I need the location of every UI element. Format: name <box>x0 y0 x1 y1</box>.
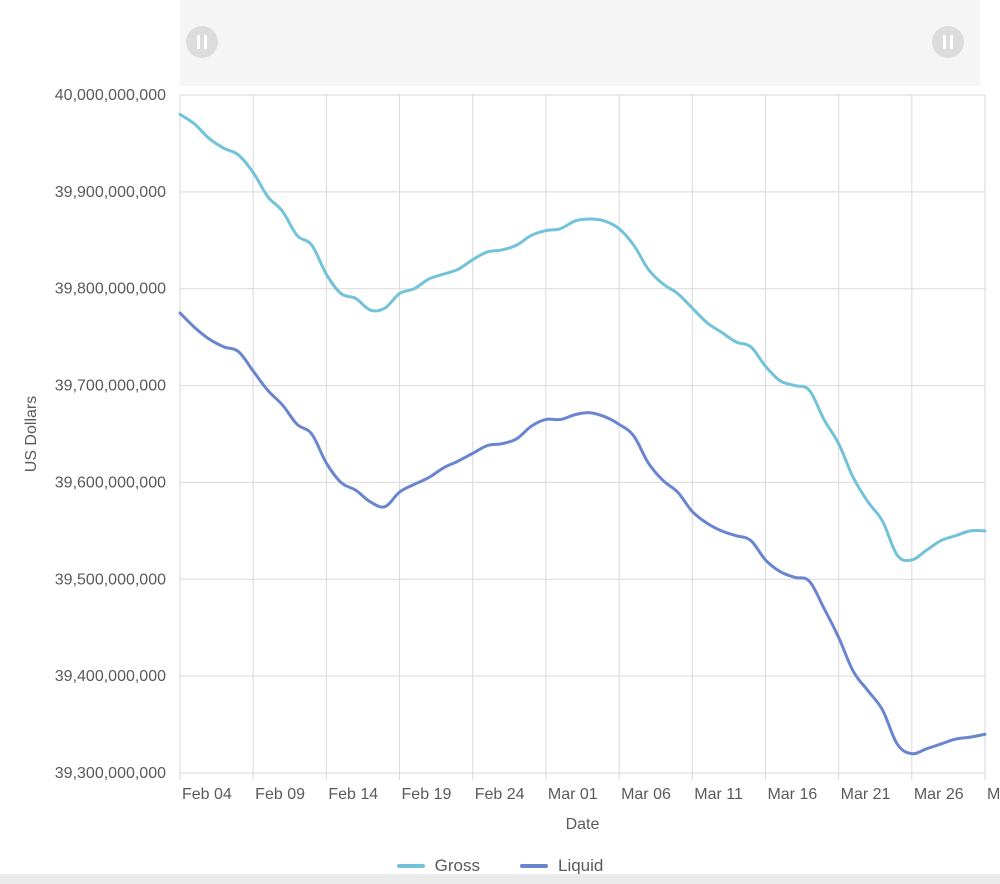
x-tick-label: Feb 19 <box>402 786 452 803</box>
y-tick-label: 39,300,000,000 <box>55 765 166 782</box>
x-tick-label: Mar 26 <box>914 786 964 803</box>
y-tick-label: 39,600,000,000 <box>55 474 166 491</box>
chart-page: 39,300,000,000 39,400,000,000 39,500,000,0… <box>0 0 1000 884</box>
chart-svg: 39,300,000,000 39,400,000,000 39,500,000,0… <box>0 0 1000 884</box>
x-tick-label: Mar 21 <box>841 786 891 803</box>
legend-swatch-liquid <box>520 864 548 868</box>
x-tick-label: Feb 09 <box>255 786 305 803</box>
x-tick-label: Feb 04 <box>182 786 232 803</box>
y-tick-label: 40,000,000,000 <box>55 87 166 104</box>
x-tick-label: Mar 06 <box>621 786 671 803</box>
legend-label-liquid: Liquid <box>558 856 603 876</box>
legend: Gross Liquid <box>0 856 1000 876</box>
x-tick-label: Mar 16 <box>767 786 817 803</box>
y-axis-title: US Dollars <box>23 396 40 472</box>
x-axis-title: Date <box>566 816 600 833</box>
y-tick-label: 39,400,000,000 <box>55 668 166 685</box>
footer-strip <box>0 874 1000 884</box>
legend-label-gross: Gross <box>435 856 480 876</box>
line-chart: 39,300,000,000 39,400,000,000 39,500,000,0… <box>0 0 1000 884</box>
legend-item-gross[interactable]: Gross <box>397 856 480 876</box>
y-tick-label: 39,700,000,000 <box>55 378 166 395</box>
legend-swatch-gross <box>397 864 425 868</box>
x-tick-label: Feb 14 <box>328 786 378 803</box>
x-tick-label: Mar 01 <box>548 786 598 803</box>
x-tick-label: Feb 24 <box>475 786 525 803</box>
y-tick-label: 39,800,000,000 <box>55 281 166 298</box>
series-line-gross <box>180 114 985 560</box>
series-line-liquid <box>180 313 985 754</box>
y-tick-label: 39,500,000,000 <box>55 571 166 588</box>
x-tick-label: Mar 31 <box>987 786 1000 803</box>
legend-item-liquid[interactable]: Liquid <box>520 856 603 876</box>
y-tick-label: 39,900,000,000 <box>55 184 166 201</box>
x-tick-label: Mar 11 <box>694 786 743 803</box>
